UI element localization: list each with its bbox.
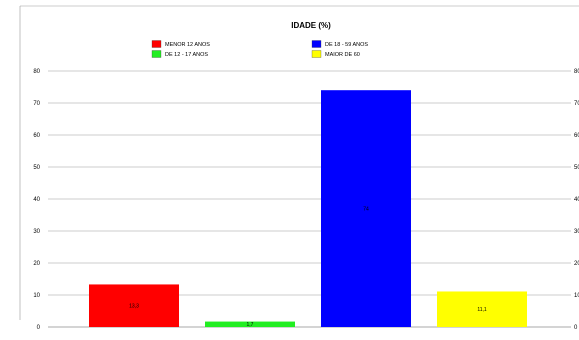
legend-entry-label: MENOR 12 ANOS: [165, 42, 210, 48]
legend-swatch: [151, 40, 162, 48]
y-tick-label-right: 70: [574, 101, 579, 107]
legend-swatch: [311, 50, 322, 58]
bar-data-label: 1,7: [247, 322, 254, 328]
y-tick-label-left: 10: [33, 293, 40, 299]
bar-data-label: 74: [363, 207, 369, 213]
y-tick-label-right: 10: [574, 293, 579, 299]
legend-swatch: [311, 40, 322, 48]
y-tick-label-left: 70: [33, 101, 40, 107]
y-tick-label-right: 40: [574, 197, 579, 203]
chart-legend: MENOR 12 ANOS DE 18 - 59 ANOS DE 12 - 17 A…: [151, 40, 368, 58]
legend-entry-label: MAIOR DE 60: [325, 52, 360, 58]
bar-data-label: 13,3: [129, 304, 139, 310]
bars: [89, 90, 527, 327]
bar-data-label: 11,1: [477, 307, 487, 313]
y-tick-label-left: 20: [33, 261, 40, 267]
y-tick-label-left: 50: [33, 165, 40, 171]
y-tick-label-left: 60: [33, 133, 40, 139]
bar: [205, 321, 295, 327]
y-tick-label-left: 80: [33, 69, 40, 75]
y-tick-label-left: 40: [33, 197, 40, 203]
y-tick-label-right: 80: [574, 69, 579, 75]
y-tick-label-left: 0: [37, 325, 41, 331]
bar: [89, 284, 179, 327]
y-axis-left: 0 10 20 30 40 50 60 70 80: [33, 69, 40, 331]
bar: [437, 291, 527, 327]
legend-entry-label: DE 18 - 59 ANOS: [325, 42, 368, 48]
y-axis-right: 0 10 20 30 40 50 60 70 80: [574, 69, 579, 331]
y-tick-label-right: 20: [574, 261, 579, 267]
legend-swatch: [151, 50, 162, 58]
y-tick-label-right: 0: [574, 325, 578, 331]
y-tick-label-right: 30: [574, 229, 579, 235]
bar: [321, 90, 411, 327]
legend-entry-label: DE 12 - 17 ANOS: [165, 52, 208, 58]
chart-title: IDADE (%): [291, 21, 331, 30]
y-tick-label-right: 60: [574, 133, 579, 139]
bar-data-labels: 13,3 1,7 74 11,1: [129, 207, 487, 328]
y-tick-label-left: 30: [33, 229, 40, 235]
y-tick-label-right: 50: [574, 165, 579, 171]
